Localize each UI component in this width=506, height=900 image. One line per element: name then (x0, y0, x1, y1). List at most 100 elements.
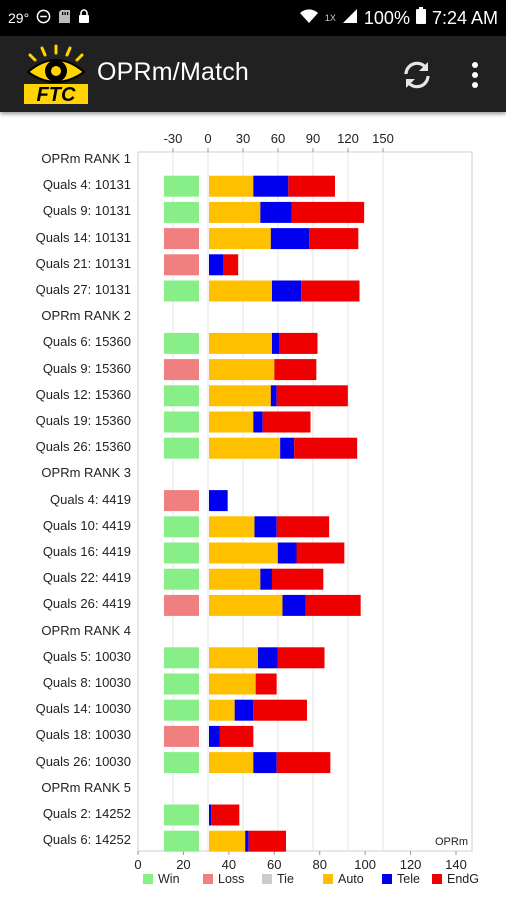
sd-card-icon (58, 9, 71, 27)
top-tick-label: 30 (236, 131, 250, 146)
bar-segment-auto (209, 568, 261, 590)
result-bar (164, 594, 199, 616)
legend-swatch (262, 874, 272, 884)
bottom-tick-label: 20 (176, 857, 190, 872)
rank-header: OPRm RANK 2 (41, 308, 131, 324)
refresh-button[interactable] (400, 58, 434, 92)
legend-label: EndG (447, 872, 479, 886)
match-label: Quals 14: 10131 (35, 229, 131, 245)
legend-item: Tele (382, 872, 420, 886)
result-bar (164, 725, 199, 747)
status-bar: 29° 1X 100% 7:24 AM (0, 0, 506, 36)
top-tick-label: 120 (337, 131, 359, 146)
wifi-icon (299, 8, 319, 29)
bar-segment-endg (291, 201, 365, 223)
result-bar (164, 280, 199, 302)
legend-item: EndG (432, 872, 479, 886)
bar-segment-auto (209, 752, 254, 774)
bar-segment-auto (209, 411, 254, 433)
top-tick-label: 90 (306, 131, 320, 146)
match-label: Quals 27: 10131 (35, 282, 131, 297)
legend-item: Loss (203, 872, 244, 886)
bar-segment-auto (209, 542, 278, 564)
result-bar (164, 804, 199, 826)
result-bar (164, 359, 199, 381)
bar-segment-tele (277, 542, 297, 564)
match-label: Quals 8: 10030 (42, 675, 131, 690)
bar-segment-endg (279, 332, 318, 354)
minus-circle-icon (36, 9, 51, 27)
bar-segment-tele (209, 804, 212, 826)
refresh-icon (404, 61, 430, 89)
legend-label: Tie (277, 872, 294, 886)
bottom-tick-label: 60 (267, 857, 281, 872)
bar-segment-tele (209, 254, 223, 276)
more-options-button[interactable] (464, 58, 486, 92)
bar-segment-endg (277, 647, 325, 669)
result-bar (164, 254, 199, 276)
bar-segment-endg (301, 280, 360, 302)
match-label: Quals 14: 10030 (35, 701, 131, 717)
oprm-chart: -30 0 30 60 90 120 150 0 20 40 60 80 100 120 140 OPRm (0, 112, 506, 900)
result-bar (164, 647, 199, 669)
network-badge: 1X (324, 13, 336, 23)
match-label: Quals 4: 4419 (50, 491, 131, 507)
bar-segment-endg (272, 568, 324, 590)
result-bar (164, 490, 199, 512)
ftc-logo: FTC (22, 44, 90, 106)
battery-level: 100% (363, 7, 410, 28)
rank-header: OPRm RANK 5 (41, 779, 131, 795)
bar-segment-tele (270, 385, 277, 407)
legend-swatch (143, 874, 153, 884)
bar-segment-auto (209, 830, 246, 852)
chart-canvas: -30 0 30 60 90 120 150 0 20 40 60 80 100 120 140 OPRm (134, 131, 473, 872)
top-tick-label: -30 (164, 131, 183, 146)
bottom-tick-label: 140 (445, 857, 467, 872)
result-bar (164, 175, 199, 197)
bar-segment-endg (309, 228, 359, 250)
bar-segment-endg (276, 752, 331, 774)
match-label: Quals 16: 4419 (42, 544, 131, 559)
match-label: Quals 26: 4419 (42, 596, 131, 612)
bar-segment-tele (272, 332, 279, 354)
bar-segment-auto (209, 437, 281, 459)
bar-segment-auto (209, 647, 258, 669)
result-bar (164, 437, 199, 459)
bar-segment-auto (209, 228, 271, 250)
bar-segment-tele (260, 201, 292, 223)
bar-segment-endg (274, 359, 317, 381)
bar-segment-tele (209, 725, 220, 747)
bar-segment-auto (209, 594, 283, 616)
bar-segment-auto (209, 385, 271, 407)
legend-label: Win (158, 872, 180, 886)
bar-segment-tele (282, 594, 306, 616)
bar-segment-auto (209, 280, 272, 302)
bar-segment-endg (276, 385, 348, 407)
match-label: Quals 9: 15360 (42, 360, 131, 376)
lock-icon (78, 9, 90, 27)
bar-segment-endg (219, 725, 254, 747)
bar-segment-endg (253, 699, 307, 721)
match-label: Quals 9: 10131 (42, 203, 131, 219)
match-label: Quals 18: 10030 (35, 727, 131, 743)
match-label: Quals 5: 10030 (42, 648, 131, 664)
bar-segment-endg (223, 254, 239, 276)
match-label: Quals 22: 4419 (42, 570, 131, 586)
bar-segment-tele (253, 175, 289, 197)
legend-label: Loss (218, 872, 245, 886)
match-label: Quals 10: 4419 (42, 517, 131, 533)
bar-segment-tele (253, 411, 263, 433)
bottom-tick-label: 80 (312, 857, 326, 872)
result-bar (164, 201, 199, 223)
match-label: Quals 6: 14252 (42, 832, 131, 848)
plot-frame (137, 151, 473, 852)
rank-header: OPRm RANK 1 (41, 151, 131, 166)
bar-segment-tele (209, 490, 228, 512)
match-label: Quals 26: 15360 (35, 439, 131, 455)
result-bar (164, 411, 199, 433)
match-label: Quals 19: 15360 (35, 413, 131, 428)
result-bar (164, 830, 199, 852)
top-tick-label: 60 (271, 131, 285, 146)
bar-segment-auto (209, 359, 275, 381)
match-label: Quals 26: 10030 (35, 753, 131, 769)
